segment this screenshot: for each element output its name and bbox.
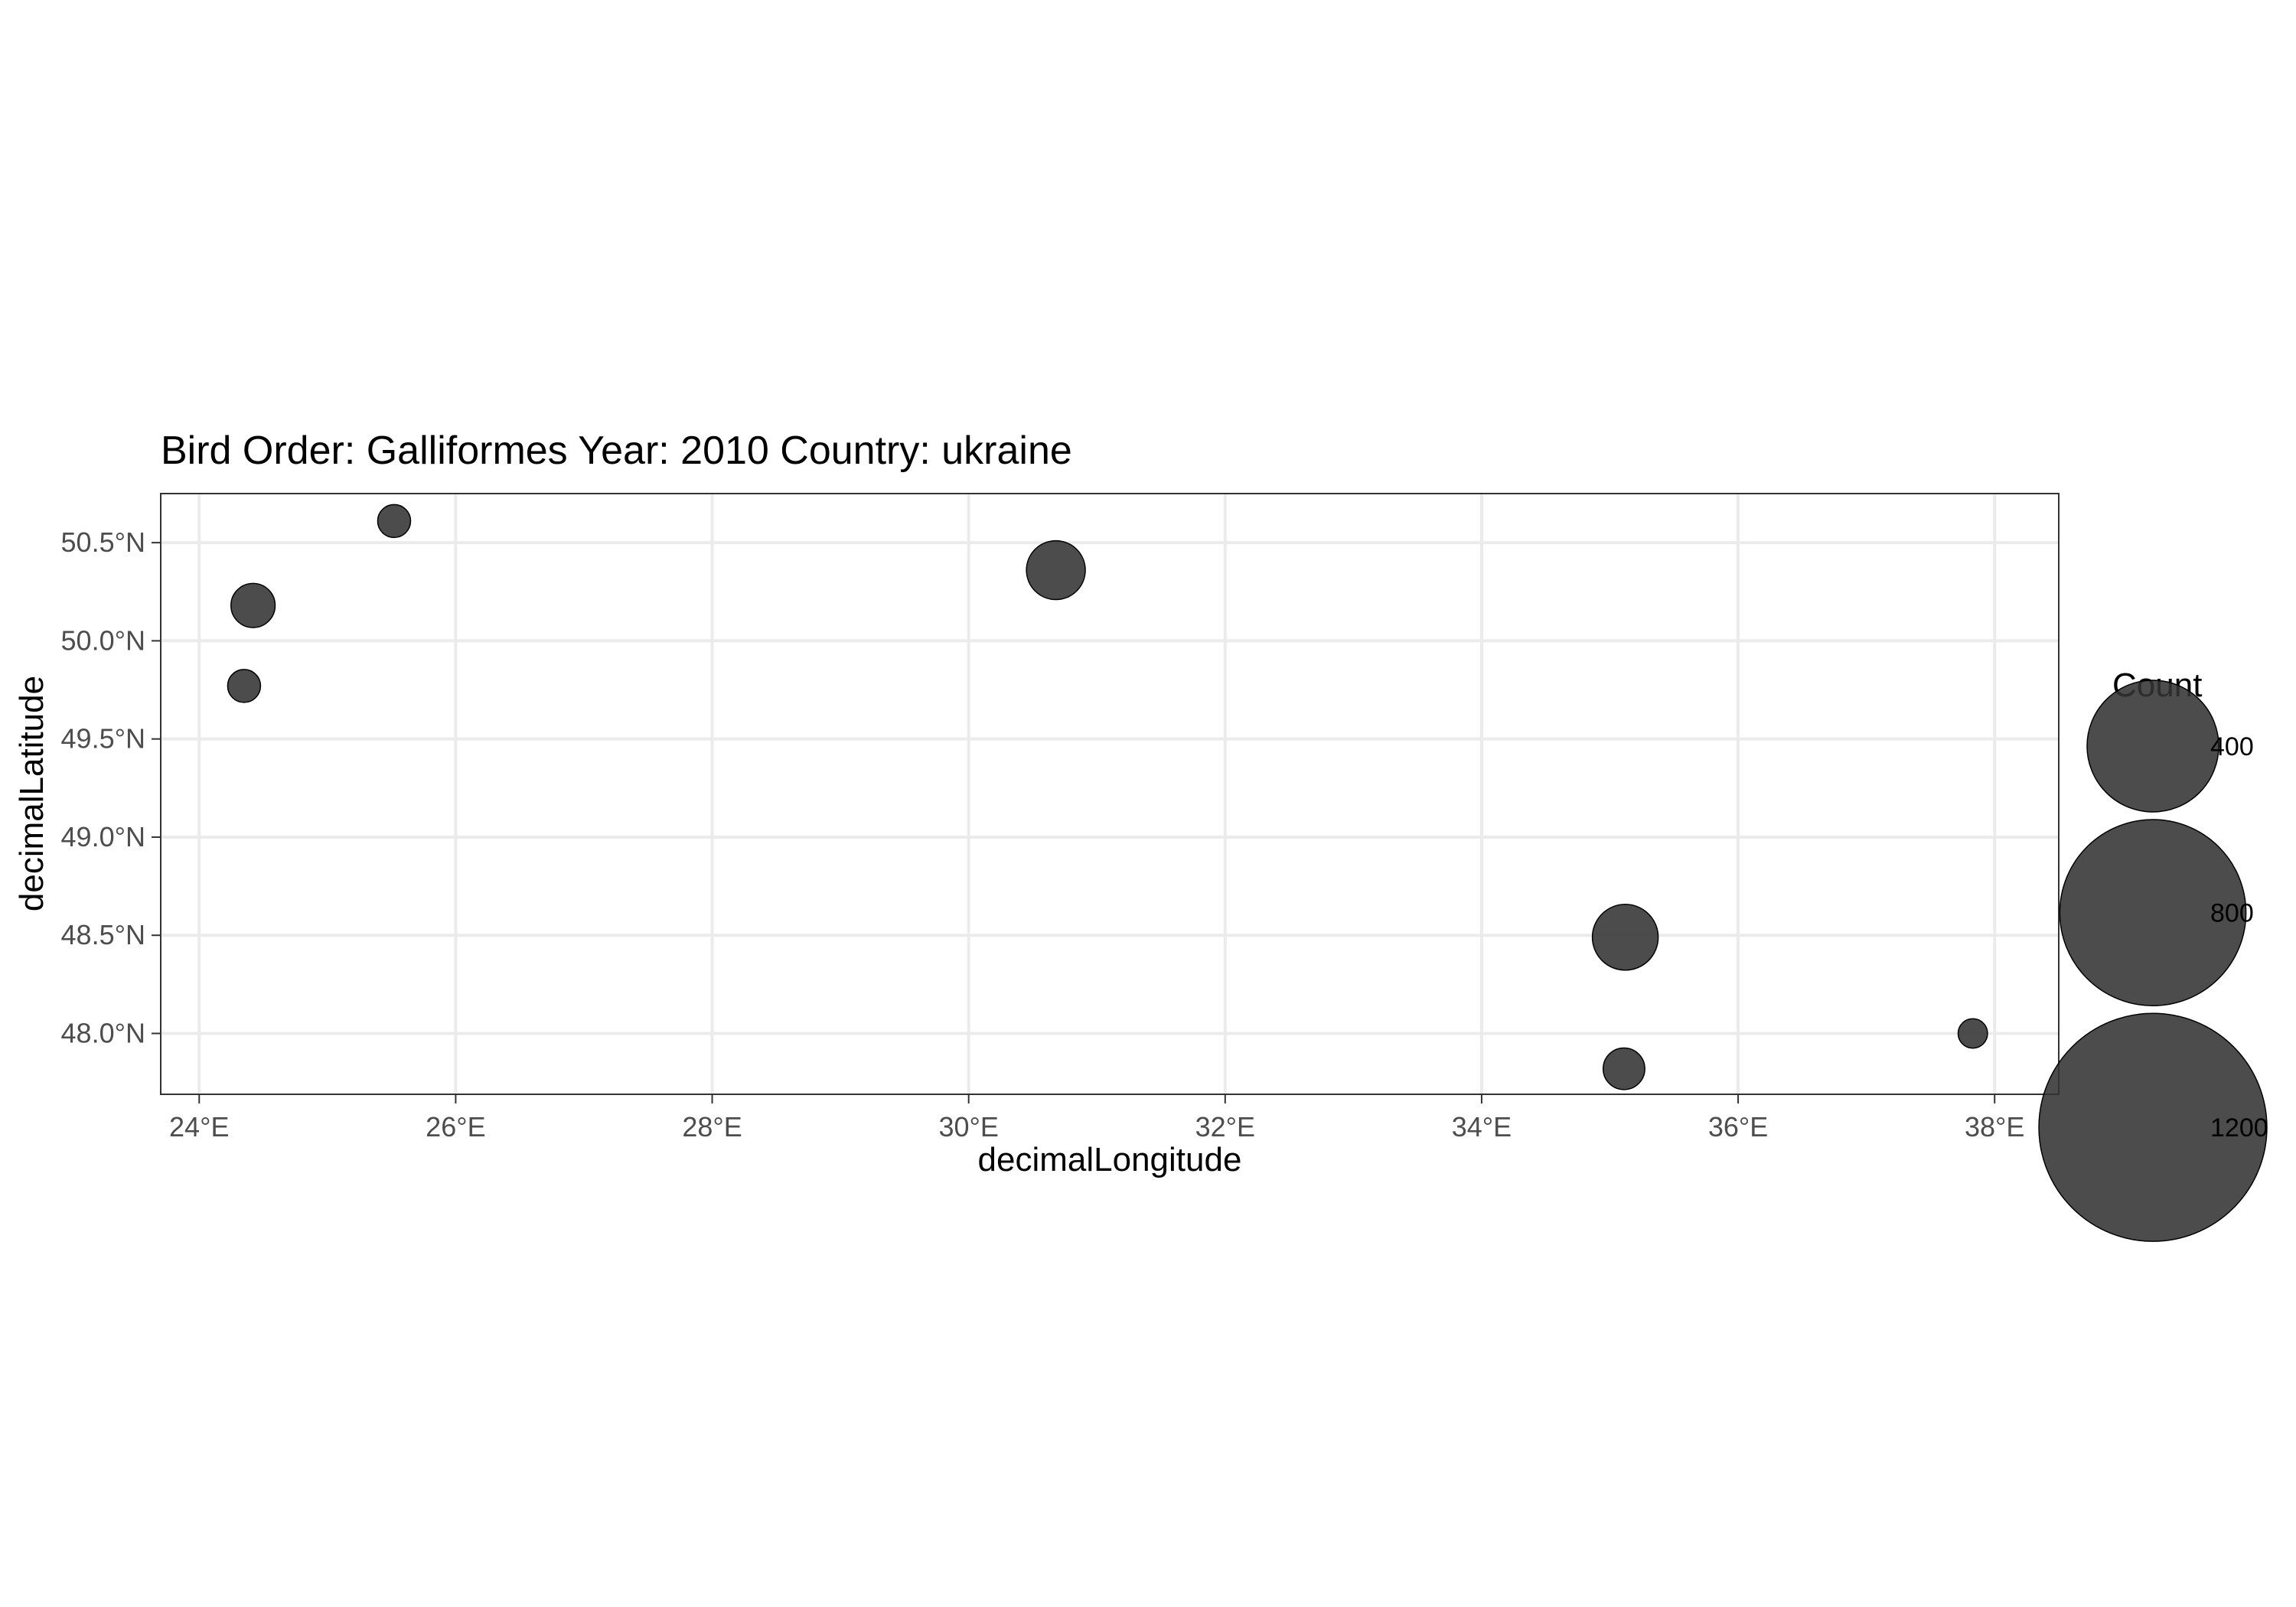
panel-border (160, 493, 2060, 1095)
x-axis-ticks: 24°E 26°E 28°E 30°E 32°E 34°E 36°E 38°E (169, 1094, 2024, 1143)
x-tick-label: 32°E (1195, 1111, 1255, 1143)
x-tick-label: 28°E (682, 1111, 742, 1143)
x-tick-label: 30°E (938, 1111, 998, 1143)
data-point (377, 504, 412, 539)
legend-label: 400 (2210, 732, 2254, 761)
x-axis-title: decimalLongitude (978, 1141, 1242, 1178)
y-tick-label: 49.0°N (61, 821, 145, 852)
y-tick-label: 50.5°N (61, 526, 145, 558)
legend-entries: 400 800 1200 (2038, 680, 2268, 1242)
data-point (1957, 1018, 1988, 1049)
legend-label: 1200 (2210, 1113, 2268, 1143)
grid-lines (161, 494, 2059, 1094)
x-tick-label: 34°E (1452, 1111, 1512, 1143)
data-point (1026, 539, 1086, 601)
x-tick-label: 24°E (169, 1111, 229, 1143)
y-tick-label: 49.5°N (61, 723, 145, 755)
y-tick-label: 50.0°N (61, 624, 145, 656)
x-tick-label: 26°E (426, 1111, 485, 1143)
y-axis-title: decimalLatitude (13, 676, 51, 911)
data-point (227, 669, 262, 703)
y-axis-ticks: 48.0°N 48.5°N 49.0°N 49.5°N 50.0°N 50.5°N (61, 526, 161, 1048)
y-tick-label: 48.5°N (61, 919, 145, 950)
legend-label: 800 (2210, 899, 2254, 928)
y-tick-label: 48.0°N (61, 1017, 145, 1048)
data-point (1591, 904, 1659, 971)
data-point (230, 582, 276, 628)
x-tick-label: 38°E (1965, 1111, 2024, 1143)
chart-title: Bird Order: Galliformes Year: 2010 Count… (161, 429, 1072, 473)
legend-key-circle (2086, 680, 2219, 813)
legend-key-circle (2038, 1012, 2268, 1242)
x-tick-label: 36°E (1708, 1111, 1768, 1143)
legend-key-circle (2059, 819, 2247, 1006)
data-point (1603, 1047, 1645, 1090)
data-points (227, 504, 1988, 1090)
